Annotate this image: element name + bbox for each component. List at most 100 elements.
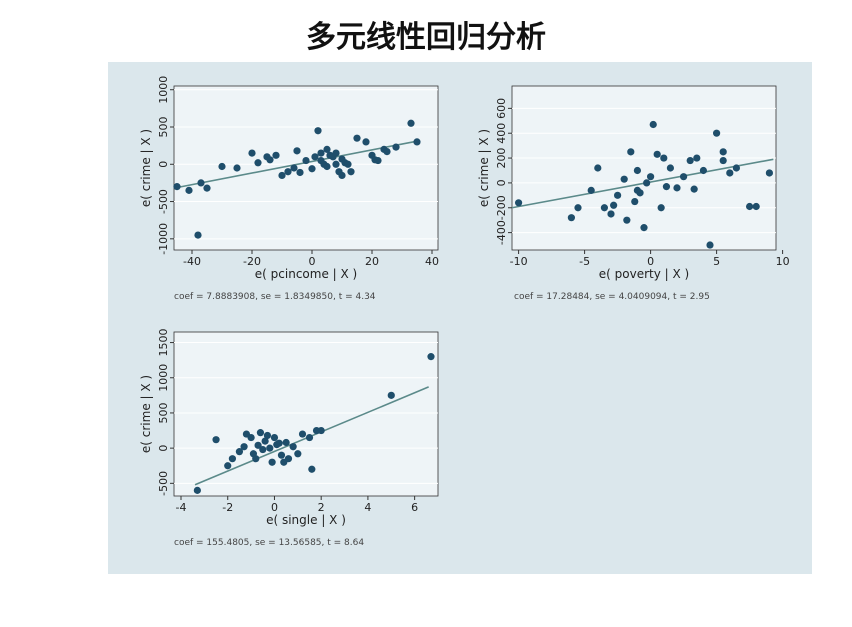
data-point-pcincome (173, 183, 181, 191)
data-point-pcincome (317, 149, 325, 157)
data-point-pcincome (323, 145, 331, 153)
data-point-poverty (666, 164, 674, 172)
data-point-pcincome (278, 171, 286, 180)
data-point-poverty (587, 186, 595, 194)
data-point-single (266, 444, 274, 452)
x-tick-label-single: 6 (411, 501, 418, 514)
x-tick-label-pcincome: 0 (309, 255, 316, 268)
data-point-single (224, 462, 232, 470)
data-point-pcincome (272, 151, 280, 159)
data-point-poverty (633, 166, 641, 175)
y-axis-title-pcincome: e( crime | X ) (139, 129, 153, 207)
data-point-poverty (662, 183, 671, 191)
data-point-single (270, 433, 279, 442)
data-point-pcincome (392, 143, 400, 151)
y-tick-label-pcincome: -500 (157, 189, 170, 214)
data-point-pcincome (197, 179, 205, 187)
data-point-poverty (567, 214, 575, 222)
data-point-pcincome (332, 160, 340, 168)
plot-area-poverty (511, 85, 777, 251)
data-point-pcincome (362, 138, 370, 146)
x-tick-label-single: 0 (271, 501, 278, 514)
data-point-poverty (752, 202, 760, 211)
data-point-poverty (673, 184, 681, 192)
data-point-pcincome (338, 171, 346, 180)
data-point-poverty (657, 204, 665, 212)
x-tick-label-pcincome: 40 (425, 255, 439, 268)
plot-note-pcincome: coef = 7.8883908, se = 1.8349850, t = 4.… (174, 292, 376, 302)
data-point-poverty (653, 150, 661, 158)
data-point-poverty (640, 224, 648, 232)
figure-panel: -1000 -500 0 500 1000 -40 -20 0 20 40 e( pcincome … (108, 62, 812, 574)
data-point-single (308, 465, 316, 473)
data-point-pcincome (344, 160, 352, 168)
data-point-poverty (649, 120, 657, 129)
data-point-single (277, 451, 286, 459)
x-tick-label-poverty: -5 (579, 255, 590, 268)
x-tick-label-single: 4 (364, 501, 371, 514)
y-tick-label-poverty: -200 (495, 195, 508, 220)
x-axis-title-single: e( single | X ) (266, 513, 346, 527)
data-point-poverty (631, 197, 639, 206)
y-tick-label-single: 1500 (157, 329, 170, 357)
data-point-pcincome (284, 168, 292, 176)
data-point-poverty (719, 156, 727, 165)
data-point-pcincome (323, 162, 331, 171)
data-point-single (317, 426, 325, 435)
data-point-poverty (607, 210, 615, 218)
data-point-single (256, 429, 265, 437)
x-axis-title-poverty: e( poverty | X ) (599, 267, 689, 281)
data-point-poverty (719, 148, 727, 156)
y-tick-label-poverty: -400 (495, 220, 508, 245)
data-point-poverty (690, 185, 698, 193)
data-point-single (298, 430, 307, 438)
y-tick-label-pcincome: 500 (157, 117, 170, 138)
y-tick-label-single: -500 (157, 471, 170, 496)
data-point-poverty (746, 202, 754, 211)
x-tick-label-pcincome: -20 (243, 255, 261, 268)
data-point-poverty (699, 166, 707, 175)
data-point-single (294, 450, 302, 458)
data-point-pcincome (374, 156, 382, 165)
data-point-pcincome (347, 168, 355, 176)
data-point-single (387, 391, 395, 399)
data-point-single (228, 455, 237, 463)
data-point-single (275, 439, 283, 447)
y-axis-title-poverty: e( crime | X ) (477, 129, 491, 207)
x-tick-label-single: -2 (222, 501, 233, 514)
y-tick-label-single: 500 (157, 402, 170, 423)
data-point-pcincome (311, 153, 319, 161)
data-point-single (247, 433, 255, 442)
data-point-poverty (620, 175, 628, 183)
data-point-poverty (680, 173, 688, 181)
data-point-single (261, 437, 269, 445)
data-point-poverty (713, 129, 721, 137)
data-point-poverty (515, 199, 523, 207)
y-tick-label-poverty: 600 (495, 98, 508, 119)
data-point-pcincome (248, 149, 256, 157)
data-point-single (252, 455, 260, 463)
x-tick-label-pcincome: 20 (365, 255, 379, 268)
data-point-poverty (726, 169, 734, 177)
y-tick-label-poverty: 200 (495, 148, 508, 169)
data-point-poverty (643, 179, 651, 187)
data-point-pcincome (293, 147, 301, 155)
y-tick-label-pcincome: -1000 (157, 223, 170, 255)
data-point-poverty (636, 189, 644, 197)
x-tick-label-pcincome: -40 (183, 255, 201, 268)
data-point-single (289, 443, 297, 451)
data-point-pcincome (407, 119, 415, 127)
data-point-pcincome (254, 159, 262, 167)
data-point-single (259, 445, 267, 454)
data-point-pcincome (296, 168, 304, 177)
data-point-single (263, 431, 272, 440)
data-point-single (282, 438, 290, 447)
data-point-poverty (610, 201, 618, 209)
data-point-poverty (660, 154, 668, 162)
data-point-poverty (574, 204, 582, 212)
data-point-poverty (623, 216, 631, 224)
plot-area-pcincome (173, 85, 439, 251)
data-point-single (212, 436, 220, 444)
data-point-single (193, 486, 201, 494)
data-point-poverty (614, 191, 622, 199)
